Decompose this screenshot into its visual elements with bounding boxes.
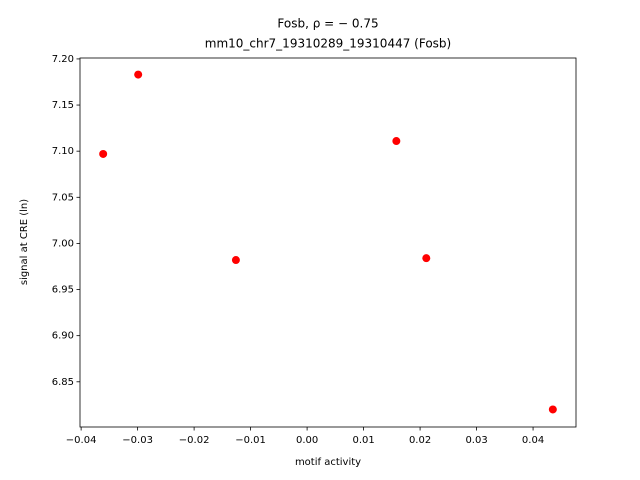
x-tick-label: 0.00 (296, 435, 318, 446)
plot-frame (79, 57, 577, 428)
point (548, 405, 557, 414)
point (422, 254, 431, 263)
x-tick-label: 0.02 (409, 435, 431, 446)
point (134, 70, 143, 79)
y-tick-label: 6.90 (52, 331, 74, 342)
x-tick-label: −0.02 (179, 435, 210, 446)
x-tick-label: −0.01 (235, 435, 266, 446)
y-tick-label: 7.15 (52, 100, 74, 111)
chart-title: Fosb, ρ = − 0.75 (277, 17, 378, 31)
x-tick-label: −0.03 (122, 435, 153, 446)
y-tick-label: 7.10 (52, 146, 74, 157)
y-tick-label: 6.85 (52, 377, 74, 388)
x-axis-label: motif activity (295, 457, 361, 468)
x-tick-label: −0.04 (66, 435, 97, 446)
y-tick-label: 6.95 (52, 285, 74, 296)
x-tick-label: 0.03 (465, 435, 487, 446)
y-axis-label: signal at CRE (ln) (19, 199, 30, 285)
y-tick-label: 7.00 (52, 238, 74, 249)
point (99, 149, 108, 158)
x-tick-label: 0.01 (352, 435, 374, 446)
y-tick-label: 7.20 (52, 54, 74, 65)
chart-subtitle: mm10_chr7_19310289_19310447 (Fosb) (205, 37, 451, 51)
point (231, 256, 240, 265)
y-tick-label: 7.05 (52, 192, 74, 203)
point (392, 137, 401, 146)
x-tick-label: 0.04 (522, 435, 544, 446)
